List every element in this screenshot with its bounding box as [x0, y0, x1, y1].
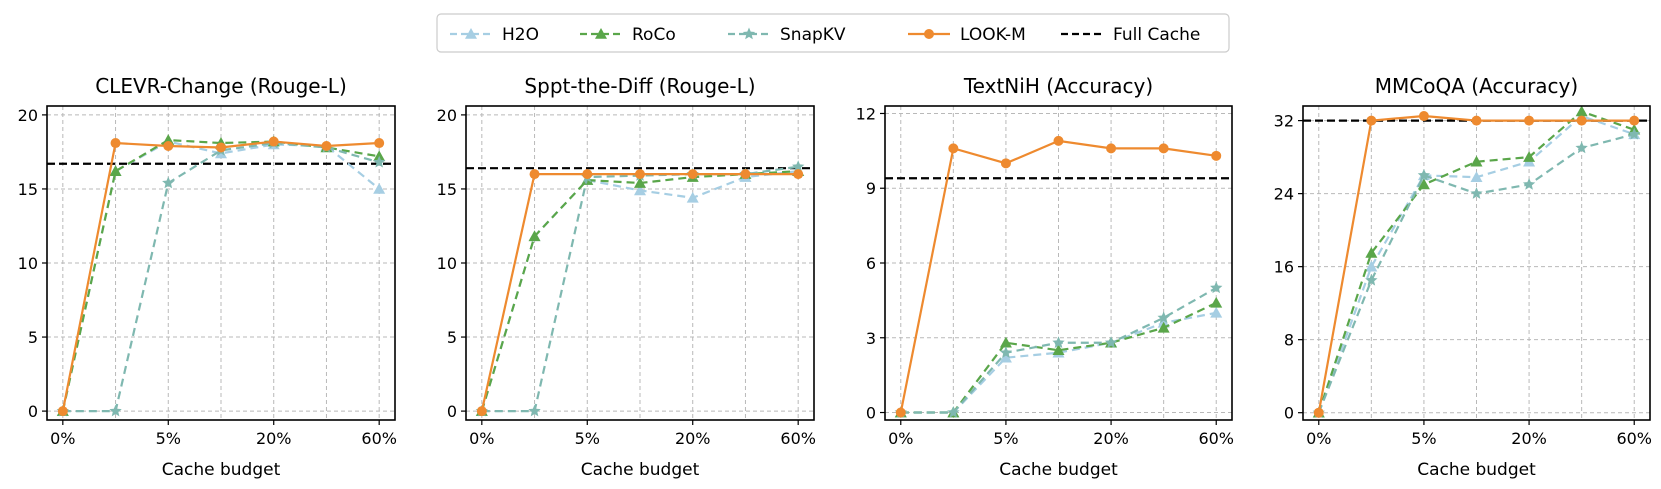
x-tick-label: 0% — [469, 429, 494, 448]
y-tick-label: 5 — [447, 328, 457, 347]
y-tick-label: 0 — [28, 402, 38, 421]
chart-panel-4: 0 8 16 24 32 0% 5% 20% 60% MMCoQA (Accuracy) Cache… — [1274, 74, 1652, 480]
data-point-lookm-2 — [163, 141, 173, 151]
panel-title: MMCoQA (Accuracy) — [1375, 74, 1578, 98]
chart-panel-1: 0 5 10 15 20 0% 5% 20% 60% CLEVR-Change (Rouge-L)… — [18, 74, 397, 480]
x-tick-label: 0% — [50, 429, 75, 448]
x-axis-label: Cache budget — [999, 460, 1118, 480]
y-tick-label: 0 — [447, 402, 457, 421]
x-axis-label: Cache budget — [1417, 460, 1536, 480]
x-tick-label: 0% — [1306, 429, 1331, 448]
data-point-lookm-5 — [1577, 116, 1587, 126]
x-tick-label: 60% — [361, 429, 397, 448]
y-tick-label: 12 — [856, 104, 876, 123]
legend-label: Full Cache — [1113, 25, 1200, 45]
y-tick-label: 5 — [28, 328, 38, 347]
y-tick-label: 32 — [1274, 112, 1294, 131]
y-tick-label: 0 — [1284, 404, 1294, 423]
data-point-h2o-6 — [1210, 307, 1222, 318]
x-tick-label: 20% — [1511, 429, 1547, 448]
panel-title: Sppt-the-Diff (Rouge-L) — [524, 74, 755, 98]
y-tick-label: 3 — [866, 329, 876, 348]
x-tick-label: 0% — [888, 429, 913, 448]
data-point-lookm-1 — [948, 143, 958, 153]
data-point-lookm-1 — [530, 169, 540, 179]
y-tick-label: 8 — [1284, 331, 1294, 350]
x-tick-label: 20% — [675, 429, 711, 448]
data-point-lookm-6 — [1211, 151, 1221, 161]
x-tick-label: 60% — [780, 429, 816, 448]
data-point-roco-6 — [1210, 297, 1222, 308]
x-axis-label: Cache budget — [581, 460, 700, 480]
y-tick-label: 6 — [866, 254, 876, 273]
legend-label: RoCo — [632, 25, 676, 45]
data-point-lookm-6 — [1629, 116, 1639, 126]
data-point-lookm-0 — [477, 406, 487, 416]
data-point-lookm-0 — [58, 406, 68, 416]
data-point-lookm-5 — [740, 169, 750, 179]
y-tick-label: 0 — [866, 404, 876, 423]
y-tick-label: 10 — [18, 254, 38, 273]
grid-lines — [466, 106, 814, 420]
data-point-lookm-1 — [111, 138, 121, 148]
panel-title: CLEVR-Change (Rouge-L) — [95, 74, 347, 98]
data-point-lookm-3 — [635, 169, 645, 179]
data-point-lookm-4 — [688, 169, 698, 179]
x-tick-label: 20% — [1093, 429, 1129, 448]
data-point-roco-5 — [1576, 105, 1588, 116]
grid-lines — [885, 106, 1232, 420]
x-axis-label: Cache budget — [162, 460, 281, 480]
data-point-lookm-1 — [1366, 116, 1376, 126]
y-tick-label: 15 — [437, 180, 457, 199]
data-point-snapkv-4 — [1523, 178, 1535, 190]
legend: H2O RoCo SnapKV LOOK-M Full Cache — [437, 14, 1229, 52]
data-point-lookm-4 — [269, 137, 279, 147]
legend-label: H2O — [502, 25, 539, 45]
data-point-roco-2 — [1000, 337, 1012, 348]
series-line-h2o — [901, 313, 1216, 413]
data-point-lookm-5 — [321, 141, 331, 151]
y-tick-label: 20 — [18, 106, 38, 125]
legend-label: LOOK-M — [960, 25, 1026, 45]
data-point-lookm-4 — [1106, 143, 1116, 153]
data-point-h2o-6 — [373, 183, 385, 194]
data-point-lookm-6 — [793, 169, 803, 179]
data-point-lookm-2 — [1001, 158, 1011, 168]
x-tick-label: 5% — [156, 429, 181, 448]
grid-lines — [1303, 106, 1650, 420]
x-tick-label: 60% — [1616, 429, 1652, 448]
chart-panel-2: 0 5 10 15 20 0% 5% 20% 60% Sppt-the-Diff (Rouge-L… — [437, 74, 816, 480]
x-tick-label: 20% — [256, 429, 292, 448]
chart-panel-3: 0 3 6 9 12 0% 5% 20% 60% TextNiH (Accuracy) Cache … — [856, 74, 1234, 480]
x-tick-label: 5% — [993, 429, 1018, 448]
chart-panels: 051015200% 5% 20% 60%CLEVR-Change (Rouge-L)… — [18, 74, 1652, 480]
legend-label: SnapKV — [780, 25, 846, 45]
y-tick-label: 15 — [18, 180, 38, 199]
y-tick-label: 9 — [866, 179, 876, 198]
x-tick-label: 5% — [1411, 429, 1436, 448]
data-point-lookm-3 — [1472, 116, 1482, 126]
panel-title: TextNiH (Accuracy) — [963, 74, 1153, 98]
y-tick-label: 16 — [1274, 258, 1294, 277]
data-point-lookm-6 — [374, 138, 384, 148]
data-point-lookm-2 — [582, 169, 592, 179]
data-point-lookm-2 — [1419, 111, 1429, 121]
data-point-lookm-5 — [1159, 143, 1169, 153]
legend-swatch-marker — [924, 29, 934, 39]
y-tick-label: 24 — [1274, 185, 1294, 204]
data-point-lookm-3 — [1054, 136, 1064, 146]
x-tick-label: 60% — [1198, 429, 1234, 448]
y-tick-label: 10 — [437, 254, 457, 273]
x-tick-label: 5% — [575, 429, 600, 448]
data-point-lookm-4 — [1524, 116, 1534, 126]
y-tick-label: 20 — [437, 106, 457, 125]
data-point-lookm-0 — [1314, 408, 1324, 418]
data-point-lookm-0 — [896, 408, 906, 418]
data-point-lookm-3 — [216, 142, 226, 152]
